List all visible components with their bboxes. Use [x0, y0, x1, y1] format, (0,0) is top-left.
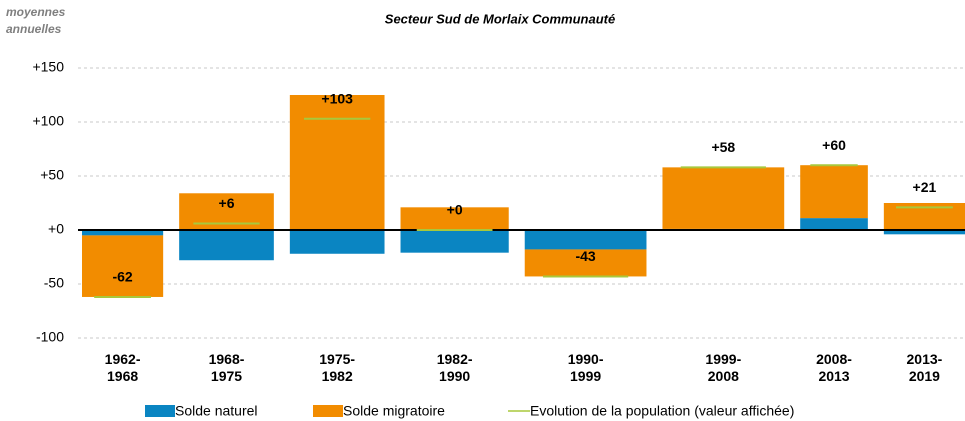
y-tick-label: +0	[48, 221, 64, 237]
legend-swatch	[145, 405, 175, 417]
y-tick-label: -100	[36, 329, 64, 345]
y-tick-label: -50	[44, 275, 64, 291]
legend-label: Evolution de la population (valeur affic…	[530, 403, 794, 419]
data-label: -62	[112, 269, 132, 285]
bar-segment	[883, 230, 965, 235]
y-tick-label: +100	[32, 113, 64, 129]
x-tick-label: 2008-2013	[816, 351, 852, 384]
legend-label: Solde migratoire	[343, 403, 445, 419]
data-label: +0	[447, 202, 463, 218]
bar-segment	[524, 230, 647, 250]
y-axis-label: moyennes annuelles	[6, 5, 66, 36]
bar-segment	[289, 95, 385, 230]
bar-segment	[82, 230, 164, 236]
bar-segment	[800, 218, 868, 230]
y-tick-label: +50	[40, 167, 64, 183]
y-tick-label: +150	[32, 59, 64, 75]
bar-segment	[524, 249, 647, 277]
bar-segment	[289, 230, 385, 254]
x-tick-label: 1990-1999	[567, 351, 604, 384]
bar-segment	[179, 230, 274, 261]
data-label: +103	[321, 90, 353, 106]
legend-label: Solde naturel	[175, 403, 258, 419]
data-label: -43	[575, 248, 595, 264]
x-tick-label: 1982-1990	[436, 351, 473, 384]
x-tick-label: 1968-1975	[208, 351, 245, 384]
chart-title: Secteur Sud de Morlaix Communauté	[385, 11, 615, 26]
data-label: +6	[219, 195, 235, 211]
bar-segment	[82, 235, 164, 297]
bar-segment	[400, 207, 509, 230]
bar-segment	[800, 165, 868, 219]
legend-swatch	[313, 405, 343, 417]
bar-segment	[662, 167, 785, 229]
bar-segment	[400, 230, 509, 253]
data-label: +60	[822, 137, 846, 153]
data-label: +21	[913, 179, 937, 195]
x-tick-label: 1962-1968	[104, 351, 141, 384]
x-tick-label: 1975-1982	[319, 351, 356, 384]
x-tick-label: 2013-2019	[906, 351, 943, 384]
data-label: +58	[711, 139, 735, 155]
x-tick-label: 1999-2008	[705, 351, 742, 384]
